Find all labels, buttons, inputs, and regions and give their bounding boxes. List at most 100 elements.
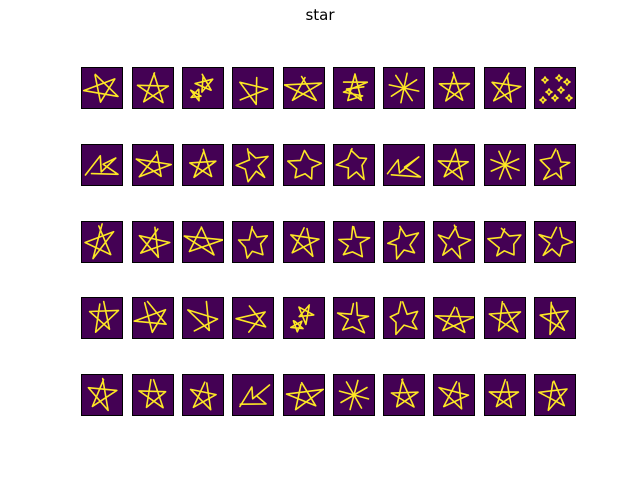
sample-thumbnail	[484, 374, 526, 416]
doodle-stroke	[551, 94, 559, 102]
doodle-drawing	[286, 149, 323, 180]
sample-thumbnail	[433, 67, 475, 109]
doodle-drawing	[235, 148, 269, 183]
sample-thumbnail	[383, 297, 425, 339]
sample-thumbnail	[534, 144, 576, 186]
doodle-stroke	[84, 154, 119, 176]
doodle-drawing	[183, 226, 223, 256]
doodle-drawing	[539, 301, 569, 336]
doodle-stroke	[235, 305, 267, 333]
sample-thumbnail	[383, 67, 425, 109]
doodle-drawing	[487, 227, 522, 257]
doodle-stroke	[386, 156, 422, 178]
doodle-stroke	[434, 306, 474, 334]
figure-title: star	[305, 6, 335, 24]
doodle-stroke	[183, 226, 223, 256]
doodle-stroke	[133, 300, 167, 334]
doodle-stroke	[545, 88, 553, 96]
doodle-drawing	[290, 227, 320, 258]
doodle-drawing	[189, 381, 217, 411]
doodle-drawing	[338, 225, 371, 258]
doodle-drawing	[539, 148, 571, 181]
sample-thumbnail	[132, 297, 174, 339]
doodle-stroke	[498, 150, 512, 180]
doodle-stroke	[284, 75, 323, 102]
doodle-drawing	[87, 377, 118, 412]
sample-thumbnail	[232, 221, 274, 263]
sample-thumbnail	[283, 144, 325, 186]
sample-thumbnail	[283, 67, 325, 109]
doodle-drawing	[239, 384, 271, 408]
sample-thumbnail	[333, 221, 375, 263]
doodle-drawing	[434, 306, 474, 334]
doodle-drawing	[538, 226, 574, 257]
doodle-drawing	[490, 150, 520, 180]
doodle-stroke	[194, 73, 214, 93]
doodle-stroke	[555, 74, 563, 82]
doodle-stroke	[88, 300, 120, 334]
doodle-drawing	[239, 76, 269, 106]
sample-thumbnail	[283, 374, 325, 416]
sample-thumbnail	[534, 374, 576, 416]
sample-thumbnail	[182, 144, 224, 186]
doodle-stroke	[82, 73, 119, 103]
doodle-stroke	[189, 381, 217, 411]
sample-thumbnail	[333, 144, 375, 186]
sample-thumbnail	[433, 144, 475, 186]
sample-thumbnail	[232, 67, 274, 109]
doodle-stroke	[338, 225, 371, 258]
sample-thumbnail	[232, 144, 274, 186]
doodle-stroke	[539, 96, 547, 104]
doodle-stroke	[235, 148, 269, 183]
sample-thumbnail	[283, 221, 325, 263]
doodle-stroke	[386, 225, 420, 260]
doodle-drawing	[438, 380, 470, 410]
sample-thumbnail	[232, 297, 274, 339]
doodle-stroke	[488, 300, 522, 333]
doodle-drawing	[290, 304, 315, 333]
sample-thumbnail	[182, 221, 224, 263]
doodle-drawing	[336, 301, 370, 334]
doodle-stroke	[336, 301, 370, 334]
doodle-stroke	[565, 94, 573, 102]
sample-thumbnail	[333, 67, 375, 109]
sample-thumbnail	[232, 374, 274, 416]
doodle-drawing	[338, 379, 370, 411]
sample-thumbnail	[383, 221, 425, 263]
doodle-drawing	[389, 300, 419, 336]
sample-thumbnail	[182, 297, 224, 339]
doodle-stroke	[438, 380, 470, 410]
doodle-stroke	[538, 380, 568, 412]
doodle-stroke	[437, 224, 472, 260]
sample-thumbnail	[81, 221, 123, 263]
sample-thumbnail	[433, 374, 475, 416]
doodle-stroke	[138, 378, 167, 409]
doodle-drawing	[84, 223, 115, 260]
doodle-drawing	[386, 225, 420, 260]
doodle-drawing	[491, 72, 522, 103]
doodle-drawing	[538, 380, 568, 412]
sample-thumbnail	[484, 297, 526, 339]
sample-thumbnail	[81, 374, 123, 416]
doodle-stroke	[390, 79, 418, 98]
sample-thumbnail	[484, 144, 526, 186]
doodle-drawing	[390, 378, 419, 408]
doodle-drawing	[488, 378, 520, 409]
sample-thumbnail	[534, 67, 576, 109]
doodle-drawing	[189, 148, 217, 179]
doodle-drawing	[136, 72, 170, 104]
sample-thumbnail	[383, 144, 425, 186]
doodle-stroke	[135, 150, 173, 178]
sample-thumbnail	[534, 221, 576, 263]
doodle-drawing	[138, 378, 167, 409]
doodle-stroke	[563, 78, 571, 86]
doodle-drawing	[138, 226, 171, 259]
doodle-stroke	[437, 148, 470, 181]
doodle-drawing	[438, 71, 471, 102]
doodle-drawing	[539, 74, 573, 104]
doodle-drawing	[388, 72, 420, 104]
doodle-drawing	[189, 73, 214, 102]
doodle-stroke	[290, 227, 320, 258]
doodle-stroke	[342, 73, 369, 102]
doodle-stroke	[187, 300, 219, 332]
